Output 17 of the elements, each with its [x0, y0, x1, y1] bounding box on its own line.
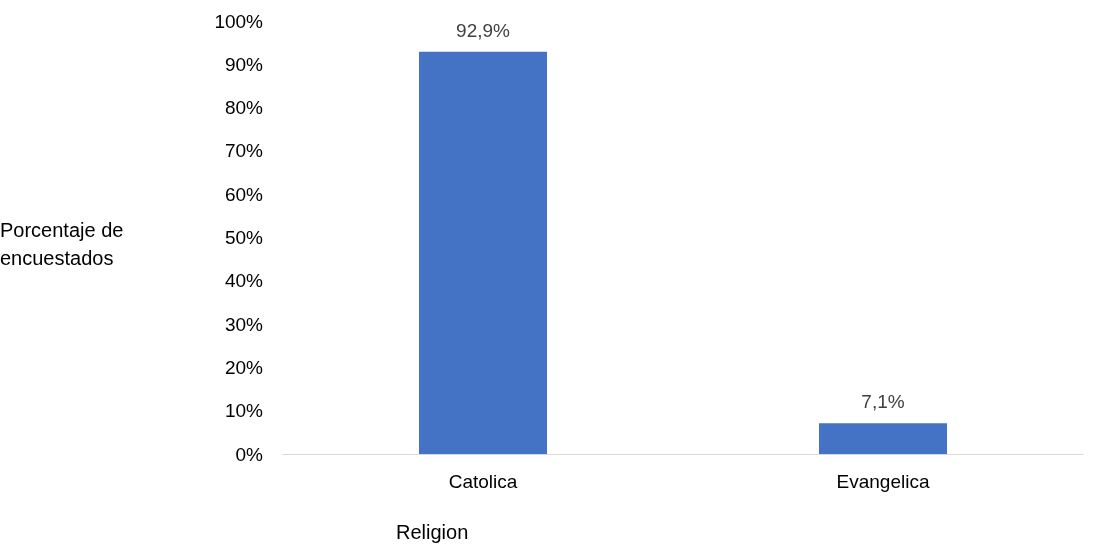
y-tick-label: 80%	[224, 97, 264, 119]
y-tick-label: 50%	[224, 227, 264, 248]
y-tick-label: 70%	[224, 140, 264, 162]
x-axis-title: Religion	[396, 521, 469, 543]
x-tick-label: Evangelica	[836, 471, 930, 492]
y-tick-label: 60%	[224, 183, 264, 205]
x-tick-label: Catolica	[448, 471, 518, 492]
y-axis-title: Porcentaje de encuestados	[0, 219, 129, 269]
y-tick-label: 30%	[224, 313, 264, 335]
data-label: 7,1%	[861, 391, 905, 413]
y-tick-label: 10%	[224, 400, 264, 422]
y-tick-label: 40%	[224, 270, 264, 292]
data-label: 92,9%	[456, 19, 511, 41]
y-tick-label: 20%	[224, 356, 264, 378]
y-tick-label: 0%	[235, 443, 264, 465]
y-tick-label: 100%	[214, 10, 264, 32]
y-tick-label: 90%	[224, 53, 264, 75]
